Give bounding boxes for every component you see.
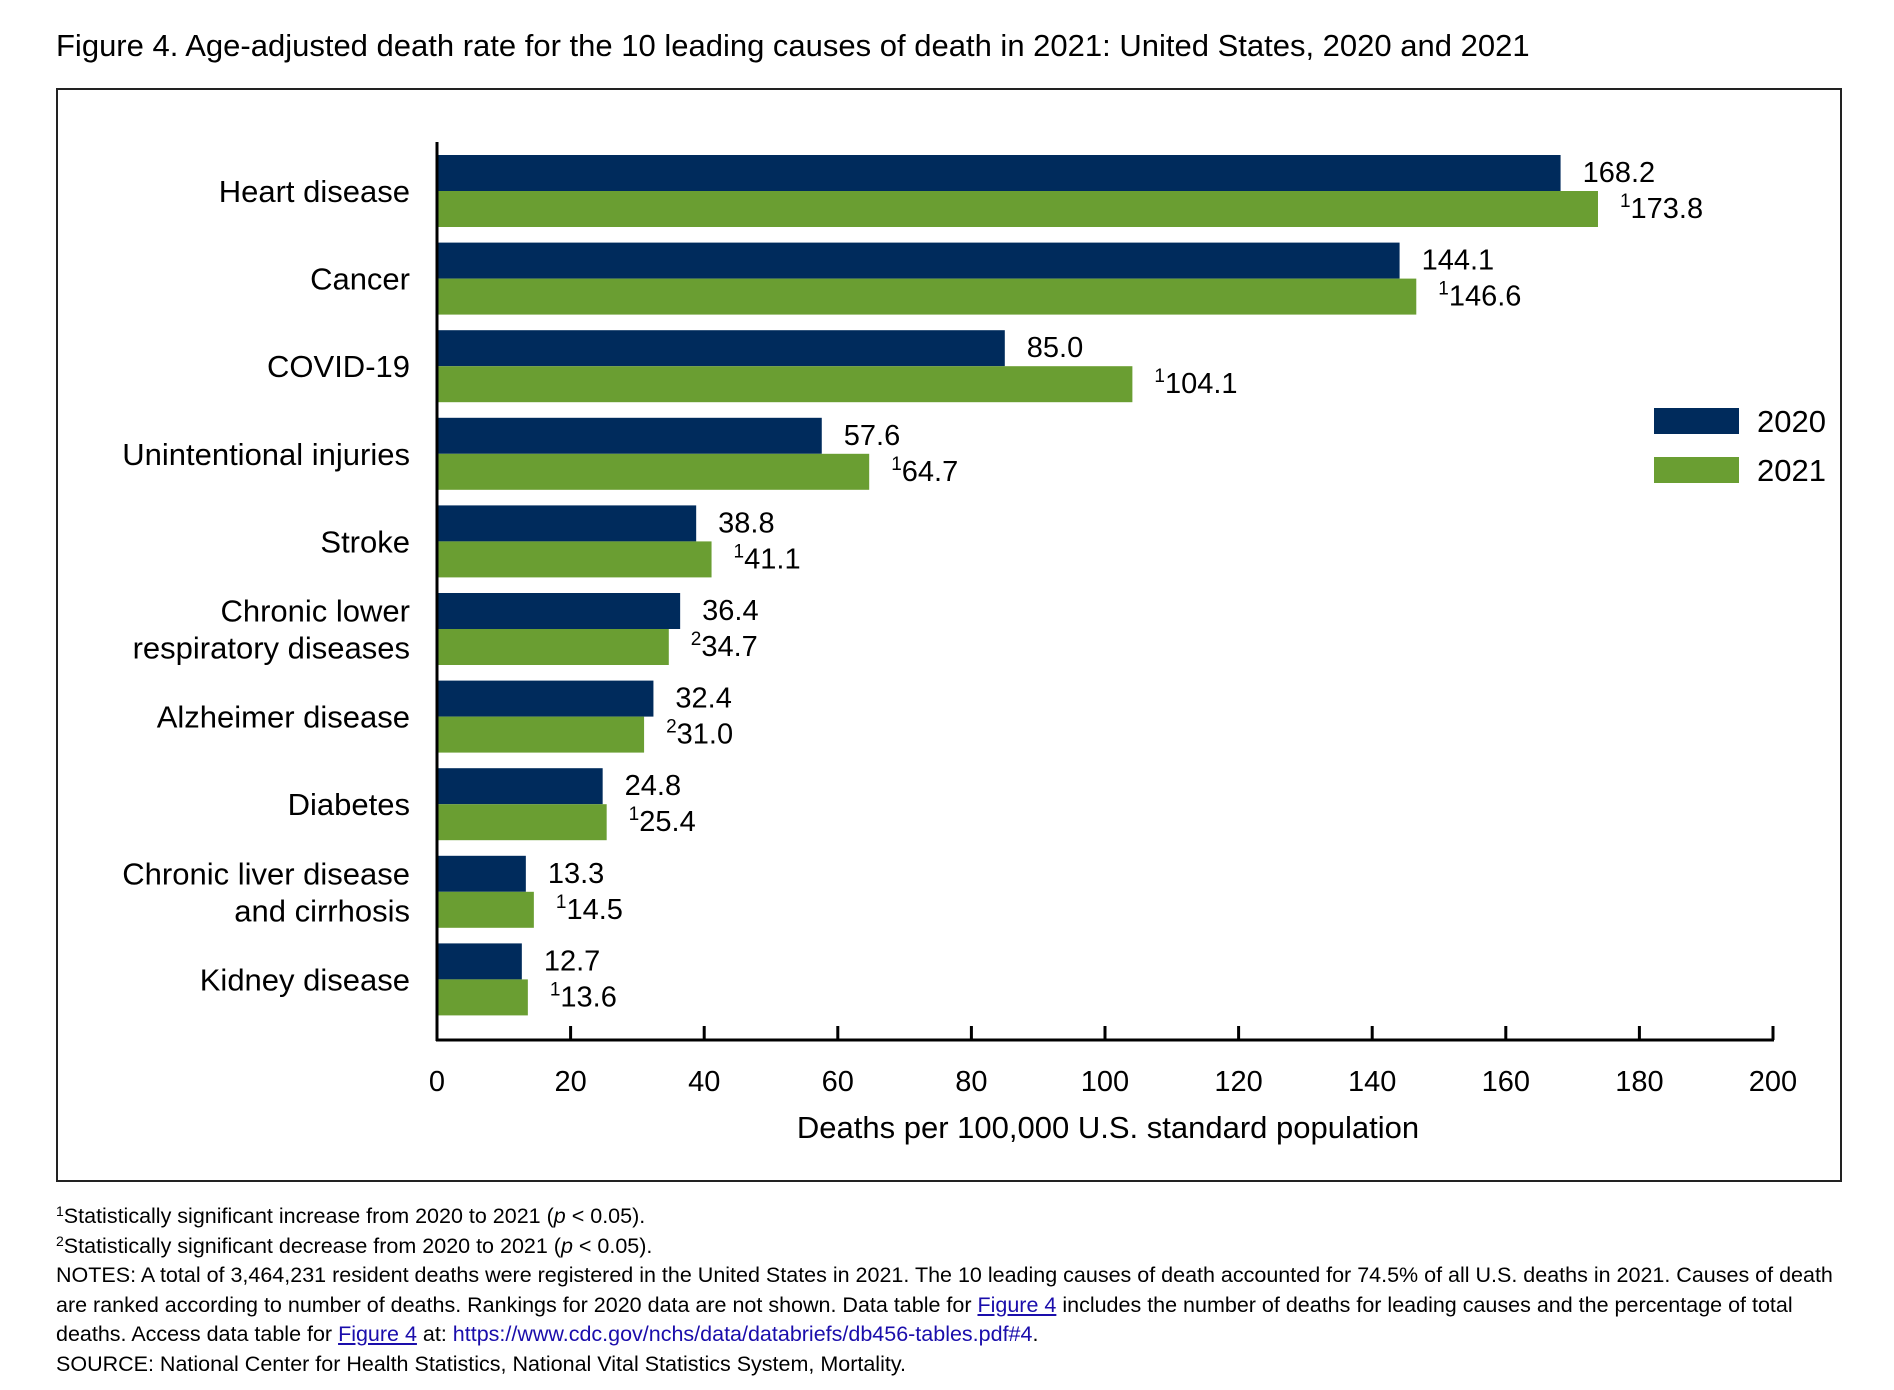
value-label-2021-10: 113.6 bbox=[550, 979, 617, 1013]
bar-2020-10 bbox=[437, 943, 522, 980]
category-label-8: Diabetes bbox=[288, 787, 410, 822]
bar-2020-2 bbox=[437, 242, 1400, 279]
x-tick-label-180: 180 bbox=[1615, 1066, 1663, 1098]
category-label-6: Chronic lower respiratory diseases bbox=[133, 594, 410, 666]
bar-2020-7 bbox=[437, 680, 654, 717]
category-label-1: Heart disease bbox=[219, 174, 410, 209]
source-line: SOURCE: National Center for Health Stati… bbox=[56, 1351, 906, 1376]
data-table-url-link[interactable]: https://www.cdc.gov/nchs/data/databriefs… bbox=[452, 1322, 1033, 1346]
x-tick-label-0: 0 bbox=[429, 1066, 445, 1098]
value-label-2021-3: 1104.1 bbox=[1154, 366, 1237, 400]
bar-2020-9 bbox=[437, 855, 526, 892]
value-label-2020-7: 32.4 bbox=[675, 683, 731, 715]
legend-swatch-2021 bbox=[1654, 457, 1739, 483]
bar-2020-3 bbox=[437, 330, 1005, 367]
legend-label-2020: 2020 bbox=[1757, 404, 1826, 439]
bar-2021-4 bbox=[437, 453, 870, 490]
figure-4-link[interactable]: Figure 4 bbox=[977, 1292, 1057, 1317]
bar-2021-6 bbox=[437, 629, 669, 665]
bar-2021-10 bbox=[437, 979, 528, 1016]
x-tick-label-80: 80 bbox=[955, 1066, 987, 1098]
x-tick-label-20: 20 bbox=[554, 1066, 586, 1098]
value-label-2020-4: 57.6 bbox=[844, 420, 900, 452]
value-label-2021-7: 231.0 bbox=[666, 717, 733, 751]
bar-2021-2 bbox=[437, 278, 1417, 315]
value-label-2020-5: 38.8 bbox=[718, 507, 774, 539]
bar-2021-7 bbox=[437, 716, 645, 753]
bar-2020-4 bbox=[437, 417, 822, 454]
category-label-9: Chronic liver disease and cirrhosis bbox=[122, 856, 410, 928]
value-label-2020-1: 168.2 bbox=[1583, 157, 1656, 189]
x-tick-label-60: 60 bbox=[822, 1066, 854, 1098]
value-label-2021-8: 125.4 bbox=[629, 804, 696, 838]
value-label-2021-4: 164.7 bbox=[891, 454, 958, 488]
value-label-2020-8: 24.8 bbox=[625, 770, 681, 802]
x-tick-label-100: 100 bbox=[1081, 1066, 1129, 1098]
value-label-2021-1: 1173.8 bbox=[1620, 191, 1703, 225]
chart-frame bbox=[56, 88, 1842, 1182]
bar-2021-1 bbox=[437, 191, 1598, 227]
bar-2021-5 bbox=[437, 541, 712, 578]
value-label-2020-10: 12.7 bbox=[544, 945, 600, 977]
legend: 2020 2021 bbox=[1654, 404, 1826, 488]
value-label-2021-6: 234.7 bbox=[691, 629, 758, 663]
x-axis: 0 20 40 60 80 100 120 140 160 180 200 bbox=[429, 142, 1797, 1098]
category-labels-layer: Heart disease Cancer COVID-19 Unintentional… bbox=[122, 174, 410, 997]
value-label-2021-9: 114.5 bbox=[556, 892, 623, 926]
category-label-5: Stroke bbox=[320, 524, 410, 559]
x-tick-label-160: 160 bbox=[1482, 1066, 1530, 1098]
notes-block: 1Statistically significant increase from… bbox=[56, 1202, 1846, 1379]
notes-paragraph: NOTES: A total of 3,464,231 resident dea… bbox=[56, 1263, 1833, 1346]
figure-title: Figure 4. Age-adjusted death rate for th… bbox=[56, 28, 1530, 63]
value-label-2020-2: 144.1 bbox=[1422, 245, 1495, 277]
category-label-3: COVID-19 bbox=[267, 349, 410, 384]
value-label-2020-3: 85.0 bbox=[1027, 332, 1083, 364]
bar-2021-8 bbox=[437, 804, 607, 841]
bar-2021-9 bbox=[437, 891, 534, 928]
bar-2020-1 bbox=[437, 155, 1561, 191]
value-label-2021-5: 141.1 bbox=[734, 541, 801, 575]
figure-4-link-2[interactable]: Figure 4 bbox=[338, 1322, 417, 1346]
category-label-10: Kidney disease bbox=[200, 962, 410, 997]
legend-label-2021: 2021 bbox=[1757, 453, 1826, 488]
footnote-1: 1Statistically significant increase from… bbox=[56, 1203, 646, 1228]
x-axis-title: Deaths per 100,000 U.S. standard populat… bbox=[797, 1110, 1419, 1145]
bar-2020-8 bbox=[437, 768, 603, 805]
x-tick-label-40: 40 bbox=[688, 1066, 720, 1098]
legend-swatch-2020 bbox=[1654, 408, 1739, 434]
category-label-7: Alzheimer disease bbox=[157, 700, 410, 735]
category-label-2: Cancer bbox=[310, 262, 410, 297]
bars-layer bbox=[437, 155, 1598, 1016]
bar-2021-3 bbox=[437, 366, 1133, 403]
value-label-2021-2: 1146.6 bbox=[1438, 279, 1521, 313]
bar-2020-5 bbox=[437, 505, 697, 542]
value-label-2020-6: 36.4 bbox=[702, 595, 758, 627]
bar-2020-6 bbox=[437, 593, 681, 629]
x-tick-label-140: 140 bbox=[1348, 1066, 1396, 1098]
footnote-2: 2Statistically significant decrease from… bbox=[56, 1232, 653, 1258]
value-label-2020-9: 13.3 bbox=[548, 858, 604, 890]
category-label-4: Unintentional injuries bbox=[122, 437, 410, 472]
x-tick-label-120: 120 bbox=[1214, 1066, 1262, 1098]
x-tick-label-200: 200 bbox=[1749, 1066, 1797, 1098]
